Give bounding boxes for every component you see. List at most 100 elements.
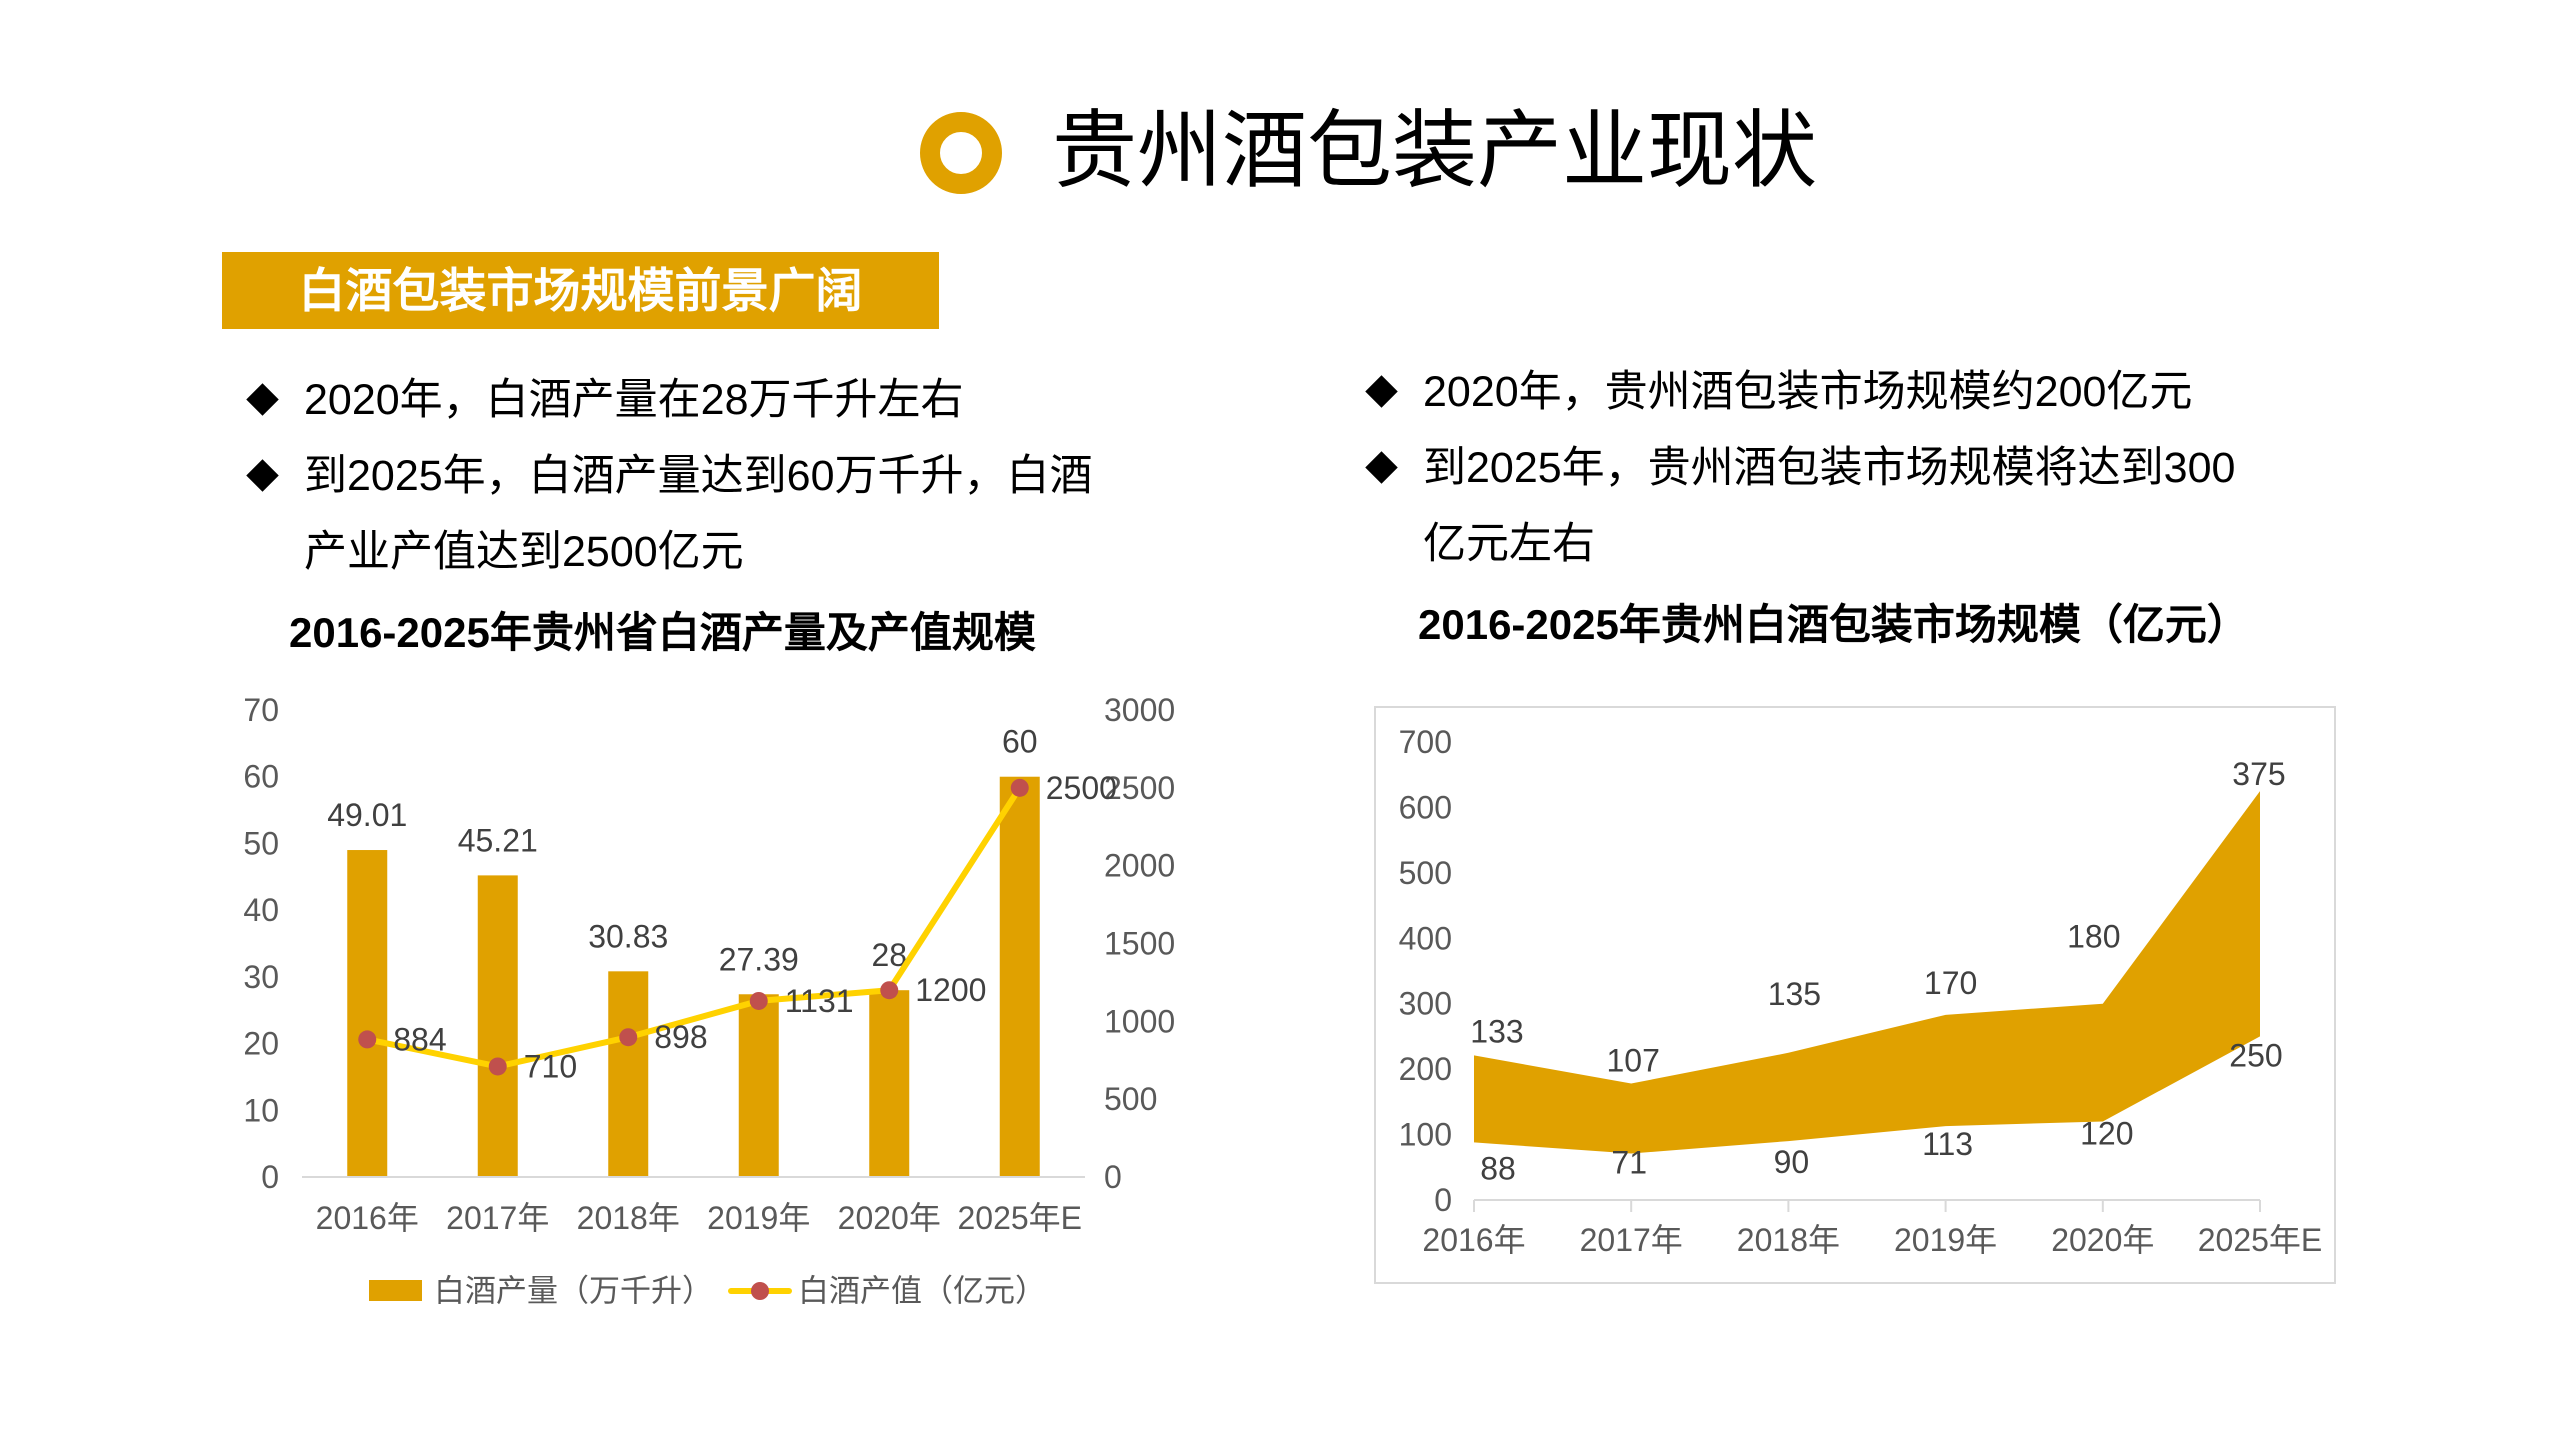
y-tick-label: 0: [1434, 1182, 1452, 1218]
y-tick-label: 700: [1399, 724, 1452, 760]
bullet-item: 2020年，白酒产量在28万千升左右: [246, 362, 1093, 438]
x-category-label: 2025年E: [957, 1200, 1082, 1236]
base-value-label-3: 90: [1774, 1144, 1810, 1180]
bullet-item: 到2025年，白酒产量达到60万千升，白酒 产业产值达到2500亿元: [246, 438, 1093, 590]
bar-value-label-6: 60: [1002, 724, 1038, 760]
y-left-tick-label: 50: [243, 825, 279, 861]
legend-label-value: 白酒产值（亿元）: [798, 1274, 1046, 1309]
legend-swatch-bar-icon: [369, 1280, 422, 1301]
base-value-label-4: 113: [1922, 1126, 1973, 1162]
x-category-label: 2025年E: [2198, 1222, 2323, 1258]
diamond-bullet-icon: [246, 383, 279, 416]
line-value-label-6: 2500: [1046, 770, 1117, 806]
bar-4: [738, 994, 779, 1177]
bullet-line: 亿元左右: [1423, 520, 1595, 568]
base-value-label-1: 88: [1480, 1150, 1516, 1186]
y-left-tick-label: 10: [243, 1092, 279, 1128]
top-value-label-2: 107: [1607, 1043, 1660, 1079]
y-right-tick-label: 1500: [1104, 926, 1175, 962]
y-left-tick-label: 40: [243, 892, 279, 928]
title-ring-icon: [920, 112, 1002, 194]
bullet-item: 到2025年，贵州酒包装市场规模将达到300 亿元左右: [1365, 430, 2235, 582]
y-left-tick-label: 20: [243, 1026, 279, 1062]
y-left-tick-label: 70: [243, 692, 279, 728]
legend-label-production: 白酒产量（万千升）: [434, 1274, 713, 1309]
x-category-label: 2017年: [446, 1200, 549, 1236]
diamond-bullet-icon: [246, 459, 279, 492]
bar-3: [608, 971, 649, 1177]
bullet-text: 2020年，白酒产量在28万千升左右: [304, 362, 964, 438]
line-value-label-5: 1200: [915, 972, 986, 1008]
diamond-bullet-icon: [1365, 451, 1398, 484]
bullet-text: 到2025年，贵州酒包装市场规模将达到300 亿元左右: [1423, 430, 2235, 582]
x-category-label: 2020年: [2051, 1222, 2154, 1258]
top-value-label-4: 170: [1924, 965, 1977, 1001]
y-right-tick-label: 2500: [1104, 770, 1175, 806]
top-value-label-3: 135: [1768, 976, 1821, 1012]
y-tick-label: 300: [1399, 986, 1452, 1022]
x-category-label: 2018年: [577, 1200, 680, 1236]
legend-marker-icon: [751, 1282, 769, 1300]
top-value-label-6: 375: [2232, 756, 2285, 792]
bar-2: [477, 875, 518, 1177]
y-right-tick-label: 0: [1104, 1159, 1122, 1195]
y-right-tick-label: 3000: [1104, 692, 1175, 728]
x-category-label: 2019年: [1894, 1222, 1997, 1258]
page-title: 贵州酒包装产业现状: [1052, 104, 1818, 199]
line-value-label-1: 884: [393, 1021, 446, 1057]
bullet-list-left: 2020年，白酒产量在28万千升左右 到2025年，白酒产量达到60万千升，白酒…: [246, 362, 1093, 590]
packaging-market-area-chart: 0 100 200 300 400 500 600 700 2016年 2017年 2018年 201…: [1374, 706, 2336, 1284]
y-tick-label: 400: [1399, 920, 1452, 956]
line-value-label-3: 898: [654, 1019, 707, 1055]
y-right-tick-label: 2000: [1104, 848, 1175, 884]
base-value-label-2: 71: [1611, 1145, 1647, 1181]
bullet-text: 到2025年，白酒产量达到60万千升，白酒 产业产值达到2500亿元: [304, 438, 1093, 590]
line-point-4: [749, 991, 768, 1010]
section-badge: 白酒包装市场规模前景广阔: [222, 252, 939, 329]
bullet-line: 产业产值达到2500亿元: [304, 528, 744, 576]
area-series-top: [1474, 791, 2260, 1154]
value-line: [364, 784, 1023, 1070]
y-tick-label: 500: [1399, 855, 1452, 891]
x-category-label: 2016年: [316, 1200, 419, 1236]
bar-value-label-2: 45.21: [458, 822, 538, 858]
line-point-3: [619, 1028, 638, 1047]
y-tick-label: 100: [1399, 1117, 1452, 1153]
chart-title-packaging-market: 2016-2025年贵州白酒包装市场规模（亿元）: [1418, 601, 2249, 648]
bar-value-label-1: 49.01: [327, 797, 407, 833]
bullet-item: 2020年，贵州酒包装市场规模约200亿元: [1365, 354, 2235, 430]
bullet-line: 到2025年，贵州酒包装市场规模将达到300: [1423, 444, 2236, 492]
bullet-line: 2020年，白酒产量在28万千升左右: [304, 376, 964, 424]
y-left-tick-label: 30: [243, 959, 279, 995]
y-tick-label: 600: [1399, 789, 1452, 825]
top-value-label-1: 133: [1470, 1013, 1523, 1049]
line-point-2: [488, 1057, 507, 1076]
bar-value-label-3: 30.83: [588, 918, 668, 954]
y-tick-label: 200: [1399, 1051, 1452, 1087]
x-category-label: 2016年: [1422, 1222, 1525, 1258]
y-right-tick-label: 1000: [1104, 1003, 1175, 1039]
base-value-label-5: 120: [2080, 1115, 2133, 1151]
bullet-text: 2020年，贵州酒包装市场规模约200亿元: [1423, 354, 2192, 430]
line-point-5: [880, 981, 899, 1000]
bullet-line: 2020年，贵州酒包装市场规模约200亿元: [1423, 368, 2193, 416]
y-left-tick-label: 60: [243, 759, 279, 795]
production-combo-chart: 0 10 20 30 40 50 60 70 0 500 1000 1500 2000 2500 3000 4…: [243, 692, 1175, 1309]
base-value-label-6: 250: [2229, 1037, 2282, 1073]
diamond-bullet-icon: [1365, 375, 1398, 408]
line-point-6: [1010, 778, 1029, 797]
bar-1: [347, 850, 388, 1177]
y-right-tick-label: 500: [1104, 1081, 1157, 1117]
bar-6: [999, 776, 1040, 1177]
line-value-label-4: 1131: [785, 983, 854, 1019]
bullet-line: 到2025年，白酒产量达到60万千升，白酒: [304, 452, 1093, 500]
y-left-tick-label: 0: [261, 1159, 279, 1195]
x-category-label: 2018年: [1737, 1222, 1840, 1258]
line-value-label-2: 710: [524, 1048, 577, 1084]
bar-5: [869, 990, 910, 1177]
x-category-label: 2020年: [838, 1200, 941, 1236]
x-category-label: 2017年: [1580, 1222, 1683, 1258]
x-category-label: 2019年: [707, 1200, 810, 1236]
top-value-label-5: 180: [2067, 919, 2120, 955]
bullet-list-right: 2020年，贵州酒包装市场规模约200亿元 到2025年，贵州酒包装市场规模将达…: [1365, 354, 2235, 582]
